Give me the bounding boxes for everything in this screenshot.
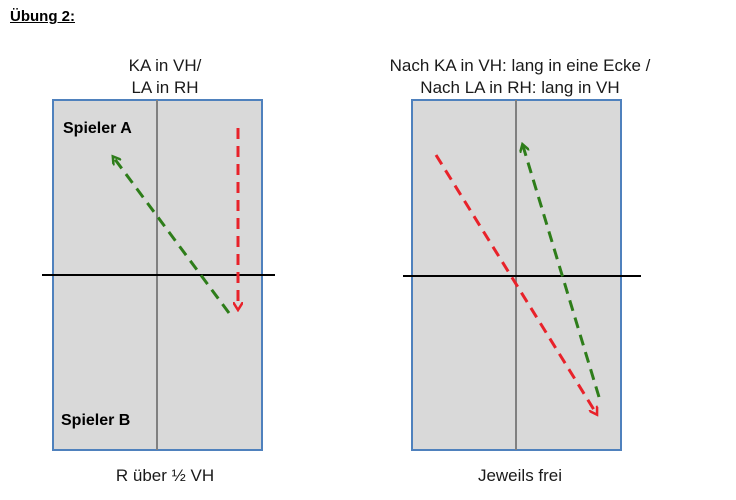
left-caption-line-1: KA in VH/ — [128, 56, 202, 75]
right-red-arrow — [434, 154, 596, 413]
left-table: Spieler A Spieler B — [42, 99, 275, 451]
right-green-arrow — [523, 146, 601, 398]
left-caption-line-2: LA in RH — [131, 78, 199, 97]
player-b-label: Spieler B — [61, 412, 130, 429]
exercise-title: Übung 2: — [10, 8, 75, 25]
right-caption-line-2: Nach LA in RH: lang in VH — [420, 78, 620, 97]
right-diagram-caption: Nach KA in VH: lang in eine Ecke / Nach … — [340, 55, 700, 99]
right-diagram-footer: Jeweils frei — [477, 466, 563, 485]
left-diagram-footer: R über ½ VH — [115, 466, 215, 485]
player-a-label: Spieler A — [63, 120, 132, 137]
right-caption-line-1: Nach KA in VH: lang in eine Ecke / — [389, 56, 651, 75]
left-green-arrow — [114, 158, 231, 314]
right-table — [403, 99, 641, 451]
left-diagram-caption: KA in VH/ LA in RH — [60, 55, 270, 99]
